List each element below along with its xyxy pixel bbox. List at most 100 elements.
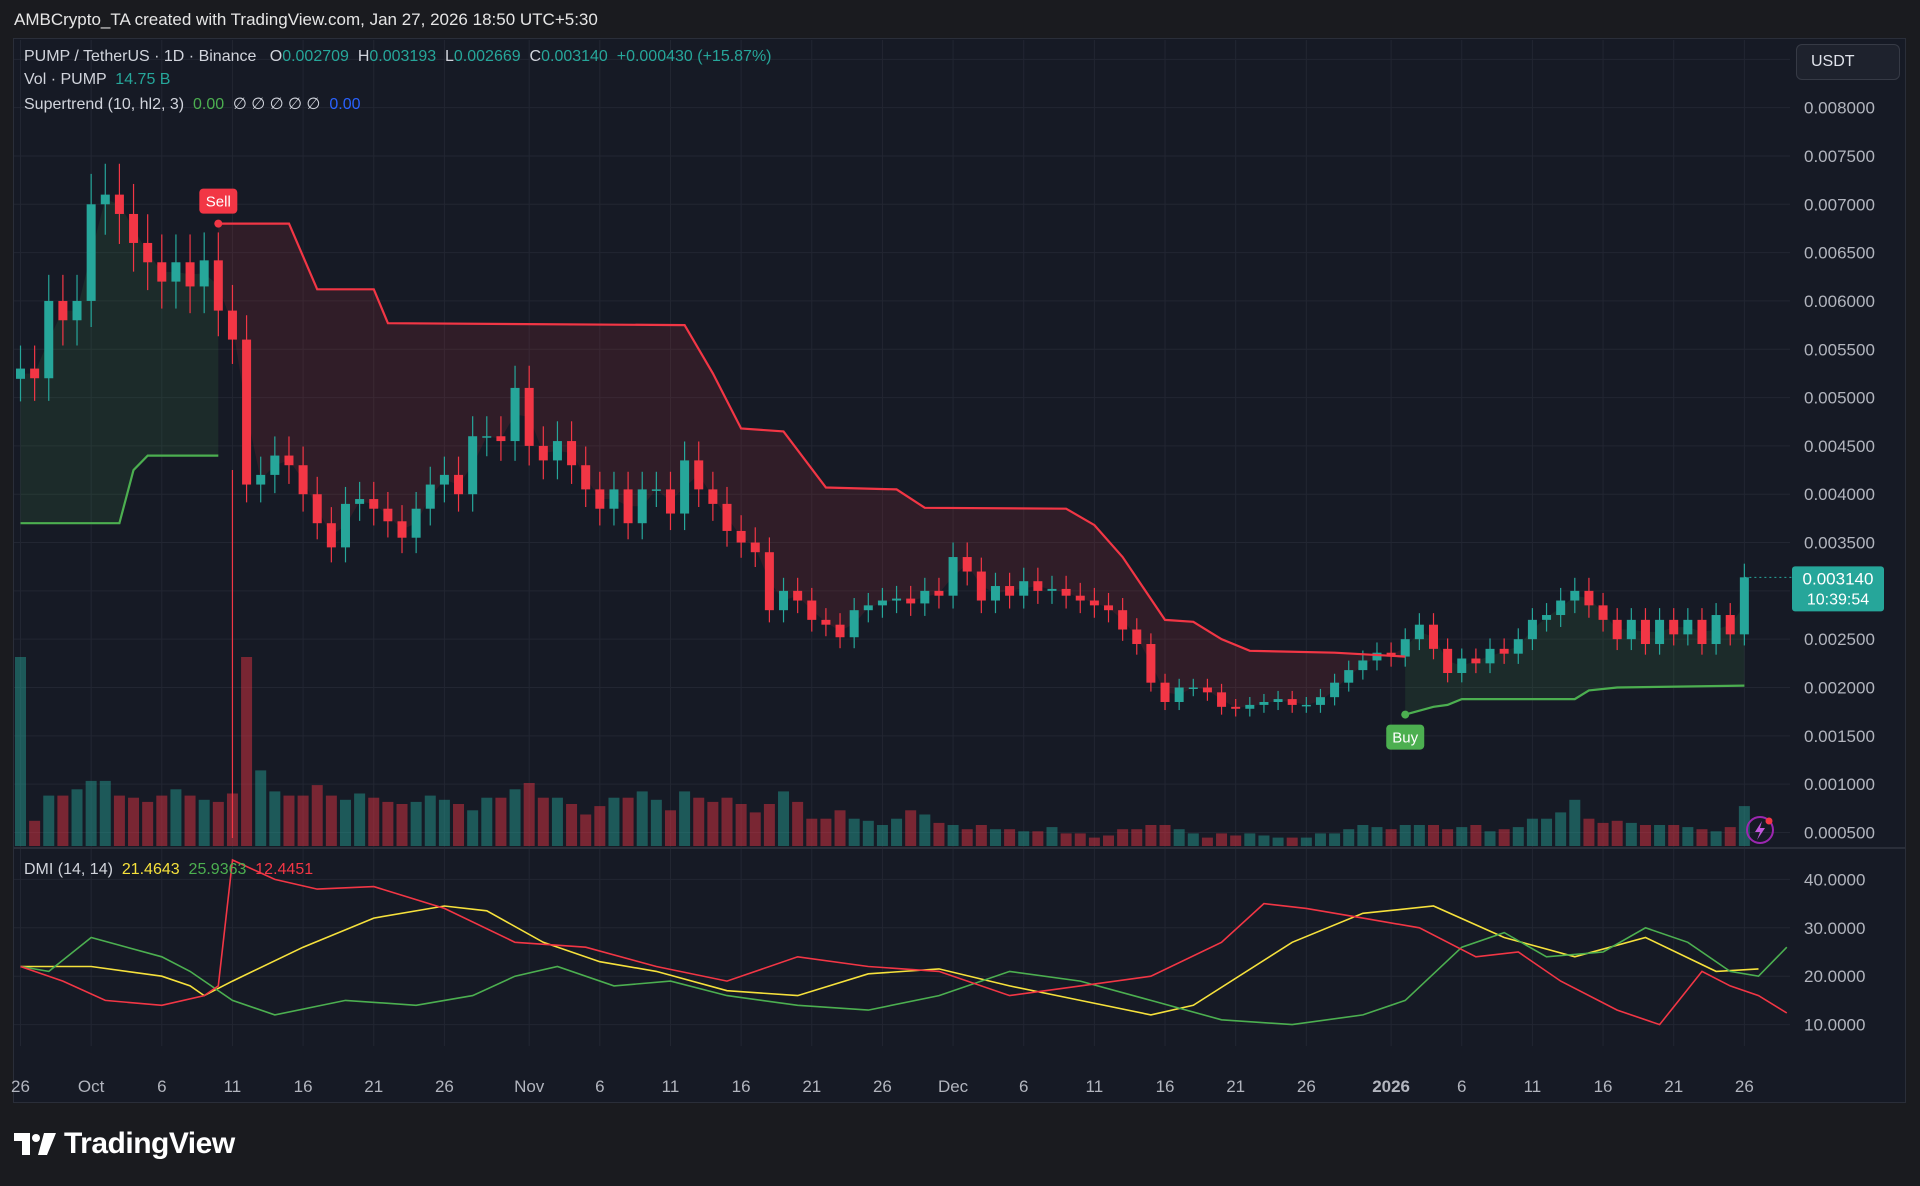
candle-body [86, 204, 96, 301]
volume-bar [608, 797, 620, 846]
candle [326, 507, 336, 563]
candle-body [722, 503, 732, 531]
dmi-tick-label: 30.0000 [1804, 919, 1865, 938]
time-tick-label: 6 [595, 1077, 604, 1096]
volume-bar [749, 812, 761, 846]
candle [199, 232, 209, 314]
supertrend-legend[interactable]: Supertrend (10, hl2, 3) 0.00 ∅ ∅ ∅ ∅ ∅ 0… [24, 94, 361, 114]
volume-bar [1131, 829, 1143, 846]
supertrend-lines [20, 222, 1745, 716]
open-value: 0.002709 [282, 48, 349, 65]
volume-bar [1738, 806, 1750, 846]
candle-body [213, 260, 223, 311]
candle [934, 577, 944, 609]
candle-body [355, 499, 365, 504]
volume-bar [1074, 833, 1086, 846]
dmi-minus-value: 12.4451 [255, 861, 314, 878]
time-tick-label: 26 [873, 1077, 892, 1096]
candle [807, 587, 817, 632]
high-value: 0.003193 [369, 48, 437, 65]
low-value: 0.002669 [453, 48, 521, 65]
candle [623, 471, 633, 540]
candle [1443, 638, 1453, 683]
volume-bar [396, 804, 408, 846]
volume-bar [1498, 829, 1510, 846]
volume-bar [1187, 833, 1199, 846]
volume-bar [142, 801, 154, 846]
candle [1104, 592, 1114, 623]
candle-body [1019, 581, 1029, 596]
candle-body [171, 262, 181, 282]
volume-bar [128, 797, 140, 846]
volume-bar [1173, 829, 1185, 846]
lightning-alert-icon[interactable] [1746, 816, 1774, 844]
volume-bar [99, 780, 111, 846]
candle-body [793, 590, 803, 601]
low-label: L [445, 48, 454, 65]
time-tick-label: 16 [294, 1077, 313, 1096]
candle [1513, 628, 1523, 664]
volume-bar [156, 795, 168, 846]
candle-body [609, 489, 619, 509]
candle [1061, 575, 1071, 609]
volume-value: 14.75 B [115, 71, 171, 88]
candle [439, 456, 449, 503]
candle [397, 505, 407, 554]
candle-body [1414, 624, 1424, 640]
candle [637, 471, 647, 540]
time-tick-label: 16 [732, 1077, 751, 1096]
candle [1556, 587, 1566, 627]
candle [651, 471, 661, 508]
volume-bar [1484, 831, 1496, 846]
candle-body [468, 436, 478, 495]
candle-body [524, 387, 534, 446]
candle-body [1725, 615, 1735, 635]
candle [722, 486, 732, 547]
symbol-name[interactable]: PUMP / TetherUS · 1D · Binance [24, 48, 257, 65]
candle-body [16, 368, 25, 379]
candle [185, 234, 195, 314]
candle [256, 456, 266, 503]
candle-body [1118, 610, 1128, 630]
candle-body [1655, 619, 1665, 645]
volume-bar [481, 797, 493, 846]
last-price-box [1792, 566, 1884, 612]
time-tick-label: 16 [1156, 1077, 1175, 1096]
candle-body [510, 387, 520, 442]
volume-bar [1583, 818, 1595, 846]
volume-bar [1597, 822, 1609, 846]
volume-bar [1611, 820, 1623, 846]
tradingview-logo[interactable]: TradingView [14, 1127, 235, 1161]
time-tick-label: Nov [514, 1077, 545, 1096]
volume-bar [29, 820, 41, 846]
candle-body [425, 484, 435, 509]
close-value: 0.003140 [541, 48, 608, 65]
volume-bar [1724, 827, 1736, 846]
chart-frame [13, 38, 1906, 1103]
candle-body [976, 571, 986, 601]
volume-bar [1004, 829, 1016, 846]
volume-bar [255, 770, 267, 846]
time-tick-label: 21 [1664, 1077, 1683, 1096]
volume-bar [15, 657, 26, 846]
open-label: O [269, 48, 283, 65]
time-tick-label: 2026 [1372, 1077, 1410, 1096]
volume-bar [1117, 829, 1129, 846]
volume-bar [1371, 827, 1383, 846]
candle-body [1527, 619, 1537, 640]
candle [1259, 693, 1269, 713]
candle [1372, 642, 1382, 671]
volume-legend[interactable]: Vol · PUMP 14.75 B [24, 71, 170, 89]
dmi-legend[interactable]: DMI (14, 14) 21.4643 25.9363 12.4451 [24, 861, 313, 879]
candle [129, 183, 139, 272]
currency-button[interactable]: USDT [1796, 44, 1900, 80]
candle-body [270, 455, 280, 475]
supertrend-value-up: 0.00 [192, 96, 225, 113]
volume-bar [1569, 799, 1581, 846]
high-label: H [357, 48, 370, 65]
candle [1344, 660, 1354, 692]
candle-body [1287, 699, 1297, 705]
supertrend-up-line [1404, 684, 1745, 716]
candle [892, 585, 902, 614]
